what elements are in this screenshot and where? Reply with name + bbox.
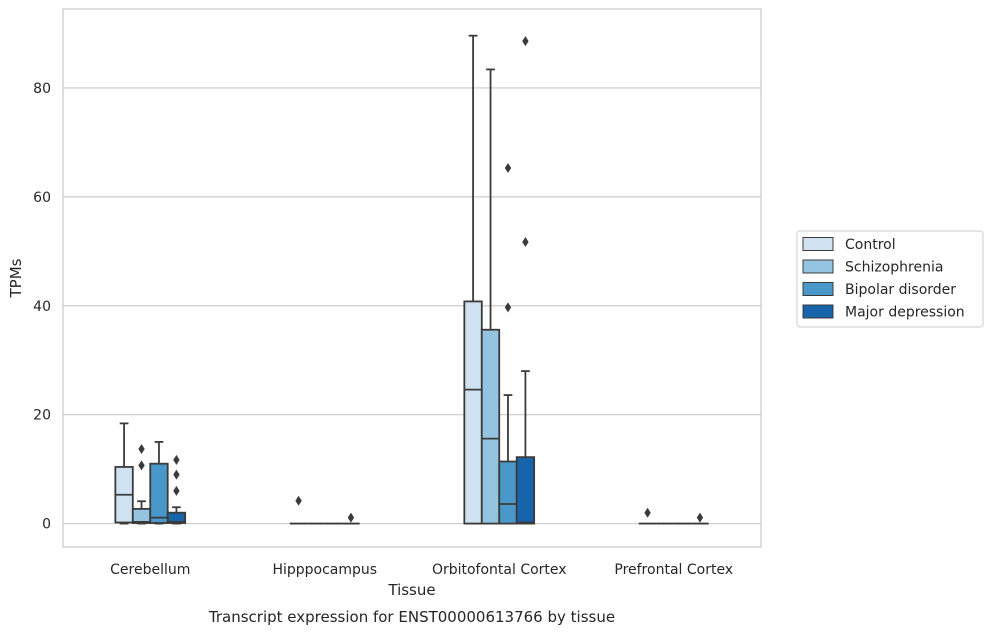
legend-item: Control <box>802 237 896 253</box>
outlier-point <box>173 469 180 480</box>
outlier-point <box>173 454 180 465</box>
legend-swatch <box>802 282 834 296</box>
outlier-point <box>173 485 180 496</box>
x-tick-label: Orbitofontal Cortex <box>432 562 567 578</box>
y-tick-label: 40 <box>33 299 51 315</box>
box-bipolar-disorder <box>498 163 518 525</box>
box-iqr <box>498 460 518 525</box>
chart-caption: Transcript expression for ENST0000061376… <box>208 608 615 626</box>
box-major-depression <box>515 36 536 525</box>
box-iqr <box>463 300 483 525</box>
legend-frame <box>796 230 984 328</box>
outlier-point <box>138 443 145 454</box>
box-bipolar-disorder <box>149 441 169 525</box>
legend-item: Major depression <box>802 304 965 321</box>
box-control <box>289 495 308 525</box>
outlier-point <box>347 512 355 523</box>
outlier-point <box>522 237 529 248</box>
legend-swatch <box>802 304 834 319</box>
legend-label: Bipolar disorder <box>845 282 956 298</box>
legend-label: Schizophrenia <box>845 260 943 276</box>
outlier-point <box>504 302 512 313</box>
y-tick-label: 60 <box>33 190 51 206</box>
box-schizophrenia <box>131 443 152 525</box>
box-plots <box>114 34 709 525</box>
legend-swatch <box>802 259 834 274</box>
box-iqr <box>131 507 152 524</box>
x-tick-label: Prefrontal Cortex <box>614 562 733 578</box>
box-control <box>114 422 134 525</box>
y-axis-label: TPMs <box>7 258 25 298</box>
box-major-depression <box>166 454 187 525</box>
outlier-point <box>295 495 302 506</box>
outlier-point <box>504 163 512 174</box>
x-axis-label: Tissue <box>387 581 435 599</box>
y-tick-label: 20 <box>33 408 51 424</box>
plot-area <box>62 8 762 548</box>
outlier-point <box>644 507 651 518</box>
outlier-point <box>522 36 529 47</box>
outlier-point <box>138 460 145 471</box>
legend-label: Control <box>845 237 896 253</box>
legend-item: Bipolar disorder <box>802 282 956 298</box>
box-iqr <box>515 456 536 525</box>
box-major-depression <box>342 512 360 525</box>
y-tick-label: 80 <box>33 81 51 97</box>
y-axis-ticks: 0 20 40 60 80 <box>33 81 51 533</box>
legend-item: Schizophrenia <box>802 259 943 276</box>
box-iqr <box>480 328 501 525</box>
outlier-point <box>696 512 704 523</box>
x-axis-ticks: Cerebellum Hipppocampus Orbitofontal Corte… <box>110 562 733 578</box>
x-tick-label: Cerebellum <box>110 562 190 578</box>
box-control <box>638 507 657 525</box>
legend-label: Major depression <box>845 305 965 321</box>
grid-lines <box>63 87 761 525</box>
box-iqr <box>166 511 187 524</box>
box-schizophrenia <box>480 68 501 525</box>
box-iqr <box>149 462 169 524</box>
box-control <box>463 34 483 525</box>
x-tick-label: Hipppocampus <box>272 562 377 578</box>
legend: Control Schizophrenia Bipolar disorder Majo… <box>796 230 984 328</box>
legend-swatch <box>802 237 834 251</box>
y-tick-label: 0 <box>42 517 51 533</box>
box-major-depression <box>691 512 709 525</box>
